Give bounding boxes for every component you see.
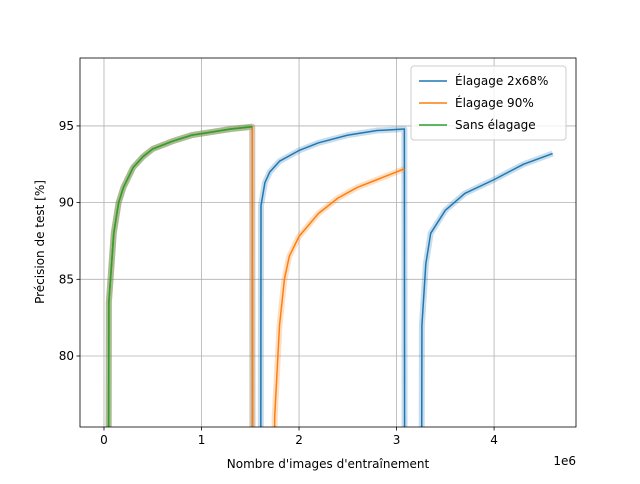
legend: Élagage 2x68% Élagage 90% Sans élagage <box>410 65 567 141</box>
x-axis-label: Nombre d'images d'entraînement <box>227 457 430 471</box>
legend-label: Élagage 90% <box>455 95 534 110</box>
x-offset-label: 1e6 <box>553 454 576 468</box>
grid <box>80 58 576 427</box>
y-tick-label: 95 <box>59 119 74 133</box>
series-line <box>107 125 253 427</box>
y-tick-label: 90 <box>59 196 74 210</box>
x-tick-label: 1 <box>198 433 206 447</box>
axes-frame <box>79 57 577 428</box>
x-tick-label: 2 <box>295 433 303 447</box>
legend-label: Élagage 2x68% <box>455 73 548 88</box>
x-tick-label: 3 <box>393 433 401 447</box>
legend-label: Sans élagage <box>455 118 536 132</box>
y-axis-label: Précision de test [%] <box>33 180 47 304</box>
y-tick-label: 85 <box>59 272 74 286</box>
x-tick-label: 0 <box>100 433 108 447</box>
x-tick-label: 4 <box>490 433 498 447</box>
plot-area <box>105 123 554 427</box>
legend-box <box>410 65 567 141</box>
y-tick-label: 80 <box>59 349 74 363</box>
